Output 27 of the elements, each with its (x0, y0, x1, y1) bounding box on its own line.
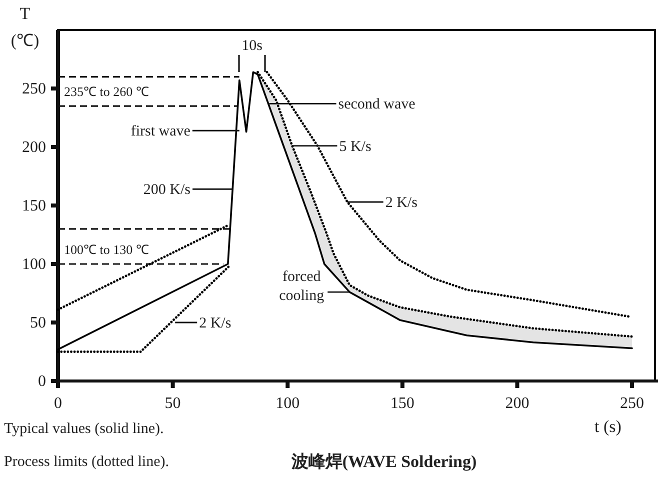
annotation: second wave (338, 96, 416, 113)
annotation: 2 K/s (199, 316, 232, 332)
annotation: first wave (130, 124, 191, 140)
text: Process limits (dotted line). (4, 454, 169, 470)
y-tick-label: 0 (38, 373, 46, 390)
annotation: 10s (242, 38, 263, 54)
x-tick-label: 0 (54, 395, 62, 412)
x-tick-label: 250 (620, 395, 644, 412)
ref-line-label: 235℃ to 260 ℃ (64, 84, 149, 100)
x-tick-label: 150 (390, 395, 414, 412)
y-axis-title: T (℃) (10, 4, 40, 50)
annotation: 2 K/s (385, 194, 418, 211)
y-tick-label: 50 (30, 314, 46, 332)
y-tick-label: 200 (22, 139, 46, 156)
y-tick-label: 100 (22, 256, 46, 273)
x-tick-label: 100 (276, 395, 300, 412)
y-tick-label: 150 (22, 198, 46, 214)
x-axis-title: t (s) (594, 417, 622, 436)
text: Typical values (solid line). (4, 421, 164, 437)
annotation: forced cooling (279, 269, 325, 304)
y-tick-label: 250 (22, 80, 46, 98)
x-tick-label: 200 (505, 395, 530, 412)
x-tick-label: 50 (164, 395, 181, 412)
annotation: 5 K/s (339, 138, 372, 155)
annotation: 200 K/s (143, 182, 191, 198)
ref-line-label: 100℃ to 130 ℃ (64, 242, 149, 257)
text: 波峰焊(WAVE Soldering) (290, 452, 477, 471)
